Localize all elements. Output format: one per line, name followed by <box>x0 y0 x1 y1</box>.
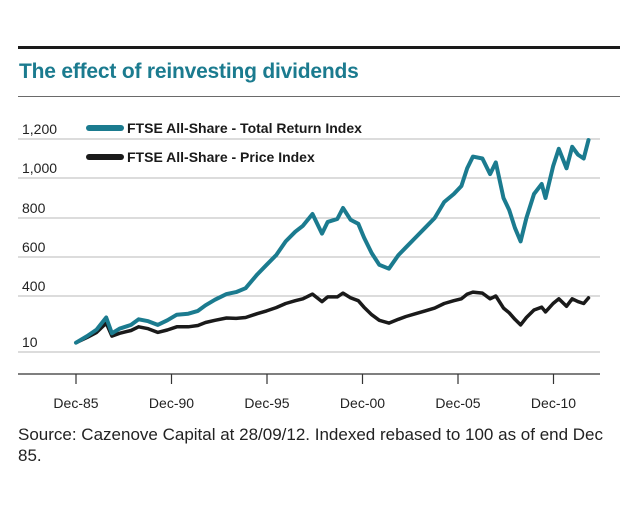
y-tick-label: 800 <box>22 200 46 216</box>
series-total-return-line <box>74 138 591 345</box>
series-price-line <box>74 290 591 345</box>
source-note: Source: Cazenove Capital at 28/09/12. In… <box>18 425 604 465</box>
axis-layer: 10 400 600 800 1,000 1,200 Dec-85 Dec-90 Dec-95 D… <box>18 121 600 411</box>
legend: FTSE All-Share - Total Return Index FTSE … <box>86 120 362 165</box>
title-rule <box>18 96 620 97</box>
legend-label: FTSE All-Share - Total Return Index <box>127 120 362 136</box>
x-tick-label: Dec-90 <box>149 395 194 411</box>
x-tick-label: Dec-95 <box>244 395 289 411</box>
top-rule <box>18 46 620 49</box>
x-tick-label: Dec-10 <box>531 395 576 411</box>
series-layer <box>74 138 591 345</box>
y-tick-label: 1,200 <box>22 121 57 137</box>
y-tick-label: 400 <box>22 278 46 294</box>
y-tick-label: 1,000 <box>22 160 57 176</box>
x-tick-label: Dec-05 <box>435 395 480 411</box>
line-chart: 10 400 600 800 1,000 1,200 Dec-85 Dec-90 Dec-95 D… <box>18 120 600 411</box>
x-tick-label: Dec-00 <box>340 395 385 411</box>
y-tick-label: 600 <box>22 239 46 255</box>
legend-label: FTSE All-Share - Price Index <box>127 149 315 165</box>
x-tick-label: Dec-85 <box>53 395 98 411</box>
y-tick-label: 10 <box>22 334 38 350</box>
chart-title: The effect of reinvesting dividends <box>19 60 359 83</box>
